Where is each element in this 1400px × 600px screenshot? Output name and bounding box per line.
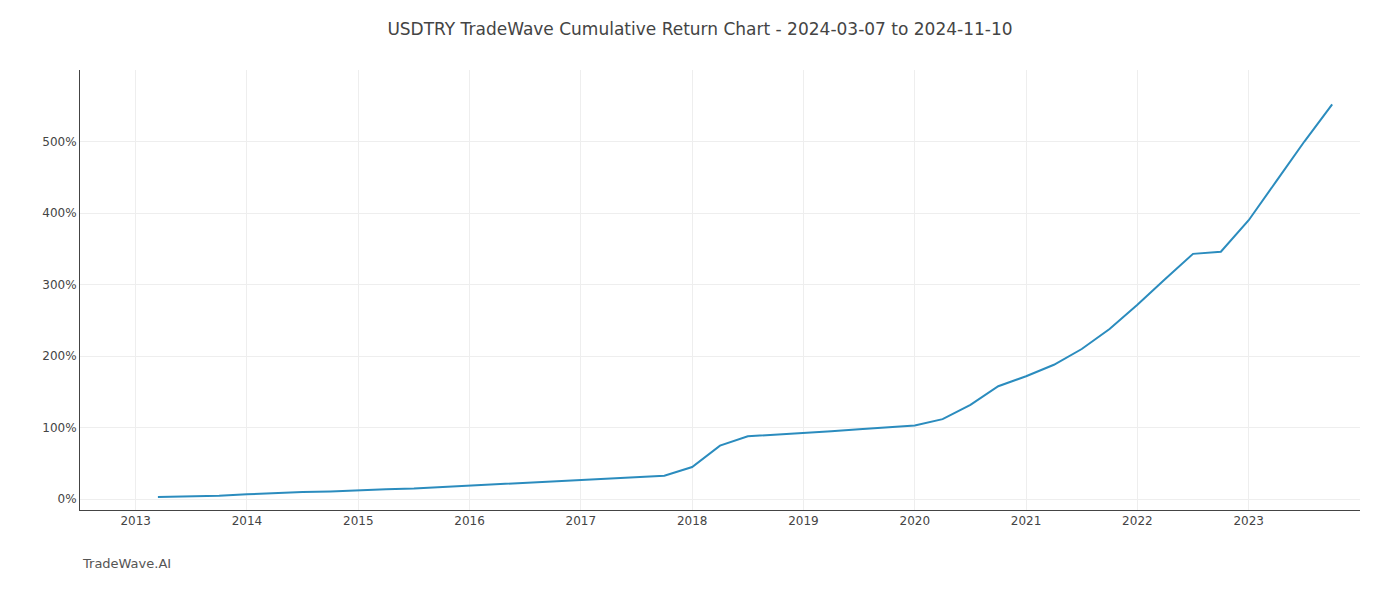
- svg-text:2022: 2022: [1122, 514, 1153, 528]
- svg-text:300%: 300%: [42, 278, 76, 292]
- svg-text:2014: 2014: [232, 514, 263, 528]
- svg-text:200%: 200%: [42, 349, 76, 363]
- svg-text:2019: 2019: [788, 514, 819, 528]
- svg-text:2013: 2013: [120, 514, 151, 528]
- svg-text:2023: 2023: [1233, 514, 1264, 528]
- svg-text:2021: 2021: [1011, 514, 1042, 528]
- svg-text:2016: 2016: [454, 514, 485, 528]
- svg-text:500%: 500%: [42, 135, 76, 149]
- svg-text:2015: 2015: [343, 514, 374, 528]
- svg-text:400%: 400%: [42, 206, 76, 220]
- svg-text:2018: 2018: [677, 514, 708, 528]
- svg-text:2017: 2017: [566, 514, 597, 528]
- svg-text:0%: 0%: [58, 492, 77, 506]
- svg-text:TradeWave.AI: TradeWave.AI: [82, 556, 171, 571]
- svg-text:100%: 100%: [42, 421, 76, 435]
- svg-text:USDTRY TradeWave Cumulative Re: USDTRY TradeWave Cumulative Return Chart…: [387, 19, 1012, 39]
- svg-text:2020: 2020: [900, 514, 931, 528]
